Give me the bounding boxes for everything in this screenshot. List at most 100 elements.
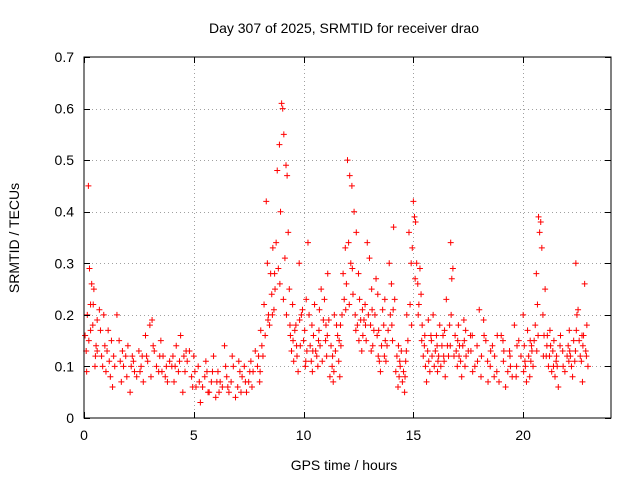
data-point	[269, 244, 276, 251]
data-point	[360, 317, 367, 324]
data-point	[409, 244, 416, 251]
data-point	[344, 157, 351, 164]
data-point	[238, 389, 245, 396]
data-point	[326, 373, 333, 380]
data-point	[171, 378, 178, 385]
data-point	[311, 301, 318, 308]
data-point	[255, 353, 262, 360]
data-point	[581, 280, 588, 287]
data-point	[416, 265, 423, 272]
data-point	[163, 363, 170, 370]
data-point	[379, 306, 386, 313]
data-point	[236, 368, 243, 375]
data-point	[347, 260, 354, 267]
data-point	[382, 358, 389, 365]
data-point	[177, 332, 184, 339]
data-point	[419, 322, 426, 329]
data-point	[309, 347, 316, 354]
data-point	[534, 301, 541, 308]
data-point	[230, 363, 237, 370]
data-point	[368, 286, 375, 293]
data-point	[545, 363, 552, 370]
y-tick-label: 0.7	[55, 49, 75, 65]
data-point	[97, 327, 104, 334]
data-point	[243, 389, 250, 396]
data-point	[196, 378, 203, 385]
data-point	[195, 363, 202, 370]
data-point	[441, 358, 448, 365]
data-point	[578, 358, 585, 365]
data-point	[557, 332, 564, 339]
data-point	[507, 363, 514, 370]
data-point	[569, 373, 576, 380]
data-point	[232, 394, 239, 401]
data-point	[286, 286, 293, 293]
data-point	[353, 229, 360, 236]
data-point	[431, 363, 438, 370]
data-point	[411, 213, 418, 220]
data-point	[235, 358, 242, 365]
data-point	[552, 373, 559, 380]
data-point	[528, 342, 535, 349]
data-point	[527, 358, 534, 365]
data-point	[261, 301, 268, 308]
data-point	[223, 373, 230, 380]
data-point	[418, 291, 425, 298]
data-point	[440, 353, 447, 360]
data-point	[296, 260, 303, 267]
data-point	[467, 347, 474, 354]
data-point	[422, 363, 429, 370]
data-point	[573, 327, 580, 334]
data-point	[493, 368, 500, 375]
data-point	[523, 378, 530, 385]
data-point	[557, 342, 564, 349]
data-point	[262, 332, 269, 339]
data-point	[355, 337, 362, 344]
data-point	[513, 373, 520, 380]
data-point	[421, 332, 428, 339]
data-point	[150, 342, 157, 349]
data-point	[183, 347, 190, 354]
data-point	[440, 332, 447, 339]
data-point	[387, 311, 394, 318]
data-point	[322, 337, 329, 344]
data-point	[511, 322, 518, 329]
data-point	[481, 332, 488, 339]
data-point	[576, 337, 583, 344]
data-point	[415, 311, 422, 318]
data-point	[583, 353, 590, 360]
data-point	[352, 327, 359, 334]
data-point	[166, 358, 173, 365]
data-point	[560, 363, 567, 370]
data-point	[310, 332, 317, 339]
data-point	[94, 347, 101, 354]
data-point	[191, 368, 198, 375]
data-point	[331, 311, 338, 318]
data-point	[108, 337, 115, 344]
data-point	[364, 239, 371, 246]
data-point	[538, 244, 545, 251]
data-point	[164, 378, 171, 385]
data-point	[241, 363, 248, 370]
data-point	[144, 358, 151, 365]
data-point	[296, 317, 303, 324]
x-tick-label: 0	[80, 427, 88, 443]
data-point	[242, 378, 249, 385]
data-point	[434, 358, 441, 365]
data-point	[463, 353, 470, 360]
data-point	[303, 296, 310, 303]
data-point	[423, 378, 430, 385]
data-point	[426, 368, 433, 375]
data-point	[289, 301, 296, 308]
data-point	[388, 322, 395, 329]
data-point	[287, 332, 294, 339]
data-point	[412, 275, 419, 282]
data-point	[425, 317, 432, 324]
data-point	[176, 358, 183, 365]
data-point	[279, 105, 286, 112]
data-point	[447, 342, 454, 349]
data-point	[212, 394, 219, 401]
y-tick-label: 0.2	[55, 307, 75, 323]
data-point	[397, 363, 404, 370]
data-point	[506, 347, 513, 354]
